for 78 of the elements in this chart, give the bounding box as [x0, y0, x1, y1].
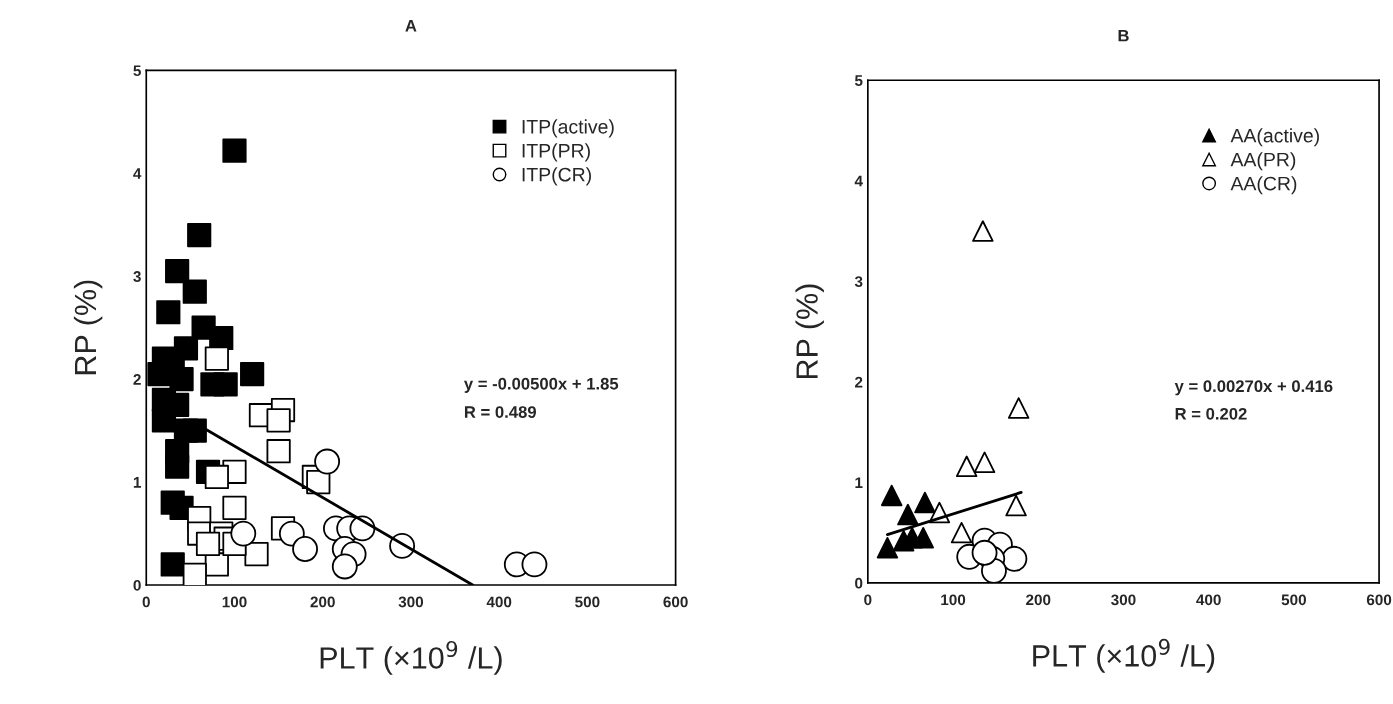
legend-label: ITP(active): [522, 119, 614, 138]
point: [182, 418, 207, 443]
y-tick-label: 2: [133, 374, 141, 385]
point: [182, 279, 207, 304]
chart-title: B: [1118, 29, 1129, 42]
annotation: y = -0.00500x + 1.85: [464, 377, 619, 393]
point: [912, 526, 934, 549]
point: [165, 454, 190, 479]
point: [230, 520, 257, 547]
annotation: y = 0.00270x + 0.416: [1174, 380, 1333, 396]
y-axis-title: RP (%): [795, 284, 824, 379]
legend-label: AA(CR): [1230, 176, 1297, 195]
x-tick-label: 400: [1196, 594, 1221, 606]
point: [266, 408, 291, 433]
point: [897, 503, 919, 526]
point: [240, 361, 265, 387]
y-tick-label: 5: [854, 75, 863, 86]
y-tick-label: 2: [855, 376, 863, 388]
y-tick-label: 3: [854, 276, 863, 288]
point: [160, 552, 185, 577]
x-tick-label: 600: [1366, 594, 1392, 606]
point: [521, 551, 548, 578]
point: [292, 536, 318, 562]
x-tick-label: 300: [1111, 594, 1136, 606]
point: [213, 372, 238, 397]
y-axis-title: RP (%): [73, 280, 103, 375]
point: [147, 361, 172, 387]
point: [880, 484, 903, 507]
x-tick-label: 500: [575, 596, 600, 608]
point: [187, 222, 212, 248]
y-tick-label: 0: [855, 577, 863, 589]
point: [876, 537, 899, 559]
point: [165, 259, 190, 284]
point: [169, 367, 194, 392]
y-tick-label: 1: [133, 477, 141, 488]
y-tick-label: 5: [133, 65, 141, 77]
point: [314, 448, 341, 475]
annotation: R = 0.489: [464, 406, 536, 418]
x-tick-label: 0: [142, 596, 150, 608]
y-tick-label: 3: [133, 271, 141, 282]
x-tick-label: 300: [398, 596, 424, 608]
chart-title: A: [405, 20, 417, 32]
legend-label: AA(PR): [1230, 152, 1296, 171]
x-tick-label: 200: [1026, 594, 1051, 606]
x-axis-title: PLT (×10$^{9}$ /L): [320, 640, 502, 675]
point: [156, 300, 181, 325]
point: [972, 220, 994, 242]
y-tick-label: 4: [133, 168, 142, 179]
legend-label: ITP(PR): [522, 143, 590, 162]
point: [981, 557, 1007, 583]
x-tick-label: 0: [864, 594, 872, 606]
x-tick-label: 100: [941, 594, 966, 606]
y-tick-label: 4: [854, 175, 863, 187]
point: [1005, 494, 1027, 517]
point: [1001, 545, 1028, 572]
legend-label: ITP(CR): [522, 167, 591, 186]
point: [204, 464, 229, 490]
x-tick-label: 500: [1281, 594, 1306, 606]
point: [331, 553, 358, 580]
y-tick-label: 1: [855, 477, 863, 488]
point: [950, 521, 973, 544]
point: [892, 529, 915, 552]
y-tick-label: 0: [133, 579, 141, 591]
point: [955, 455, 978, 478]
legend-label: AA(active): [1230, 128, 1319, 147]
point: [971, 539, 998, 566]
point: [222, 138, 247, 163]
annotation: R = 0.202: [1175, 407, 1247, 420]
point: [195, 531, 221, 556]
point: [973, 451, 996, 474]
x-tick-label: 200: [310, 596, 335, 608]
point: [151, 408, 177, 433]
x-tick-label: 400: [486, 596, 512, 608]
point: [914, 491, 936, 514]
x-tick-label: 100: [222, 596, 247, 608]
x-axis-title: PLT (×10$^{9}$ /L): [1033, 638, 1215, 673]
point: [1007, 397, 1030, 419]
x-tick-label: 600: [663, 596, 688, 608]
